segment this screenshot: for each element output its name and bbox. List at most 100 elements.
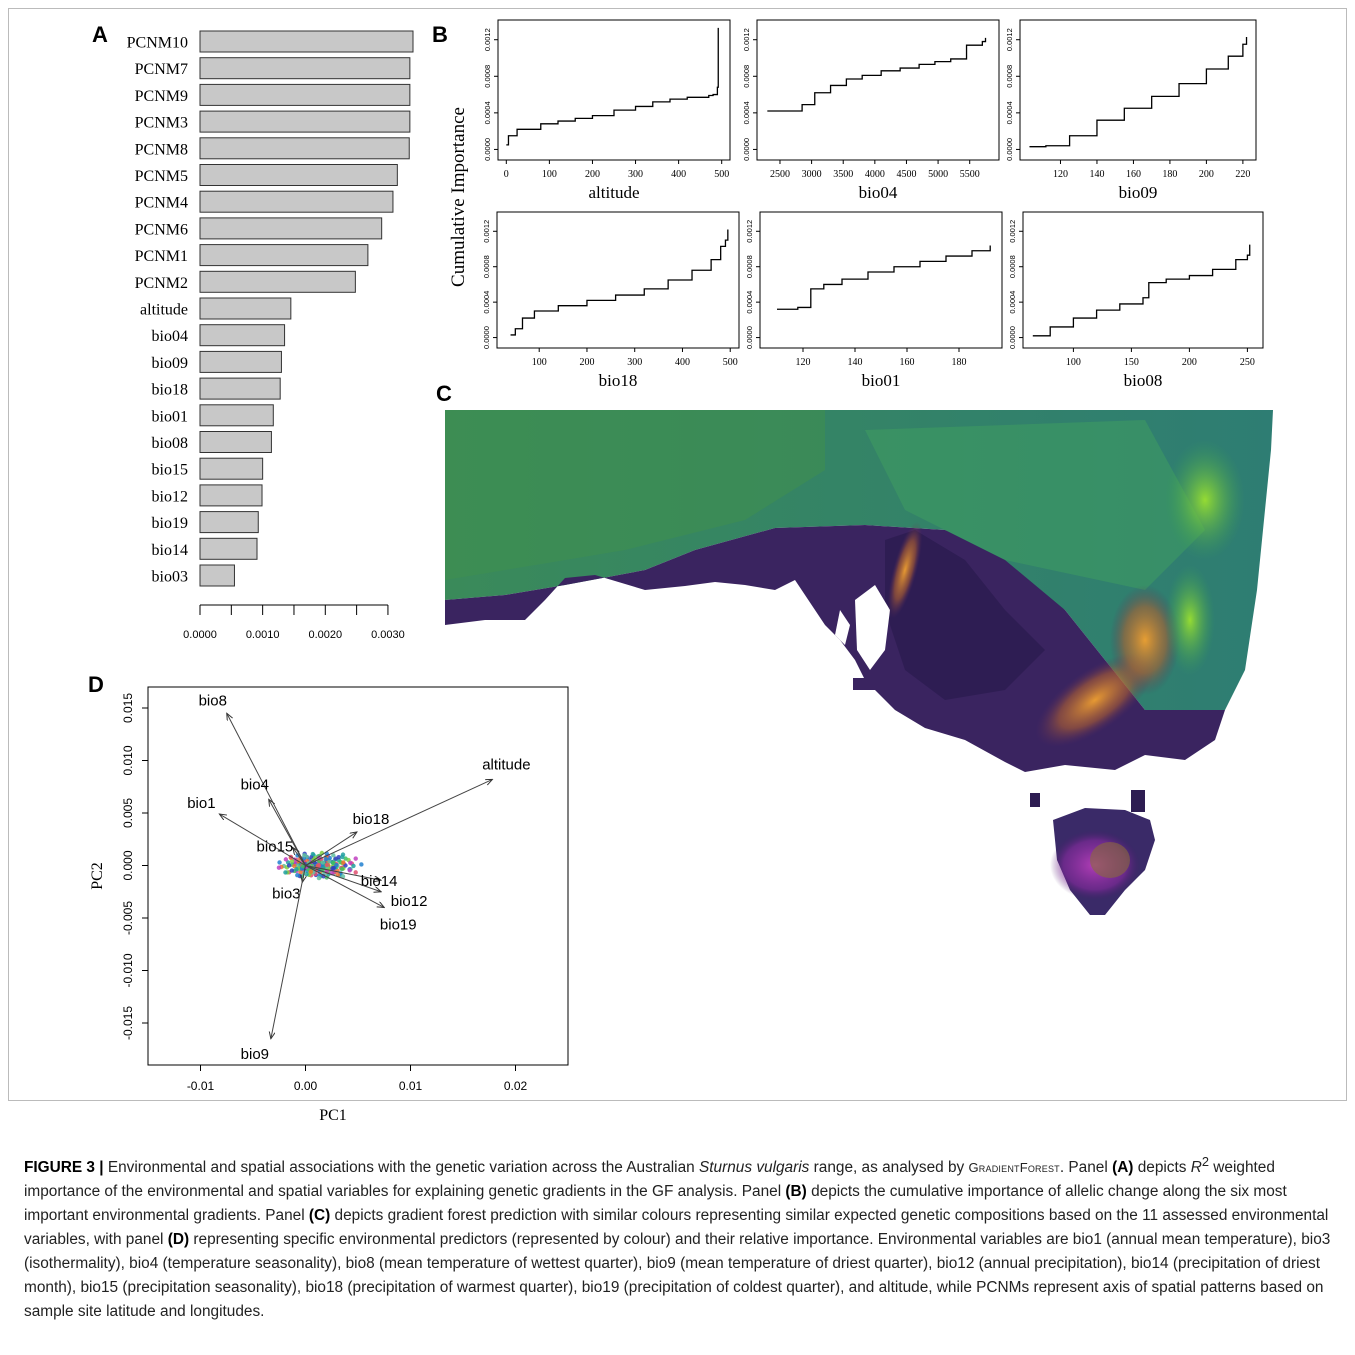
figure-caption: FIGURE 3 | Environmental and spatial ass… (24, 1150, 1334, 1324)
bar-label-bio04: bio04 (152, 328, 188, 345)
y-tick-label: 0.0008 (483, 65, 492, 88)
caption-panel-ref: (D) (167, 1231, 190, 1249)
x-tick-label: 4000 (865, 169, 885, 180)
x-tick-label: 400 (675, 357, 690, 368)
vector-label-bio3: bio3 (272, 885, 300, 902)
caption-text: depicts the cumulative importance of all… (24, 1183, 1287, 1225)
plot-frame-bio18 (496, 211, 740, 349)
caption-text: range, as analysed by (809, 1159, 969, 1177)
sample-point (331, 853, 336, 858)
bar-label-bio03: bio03 (152, 569, 188, 586)
bar-altitude (199, 297, 292, 320)
x-tick-label: 150 (1124, 357, 1139, 368)
sample-point (302, 853, 307, 858)
cumulative-line-bio01 (777, 245, 991, 310)
sample-point (294, 866, 299, 872)
panel-d-biplot: -0.01 0.00 0.01 0.02 -0.015 -0.010 -0.005 0.000… (89, 686, 569, 1124)
y-tick-label: 0.010 (121, 745, 135, 775)
x-axis-title-bio04: bio04 (859, 183, 898, 202)
x-tick-label: 2500 (770, 169, 790, 180)
panel-a-bar-chart: PCNM10 PCNM7 PCNM9 PCNM3 PCNM8 PCNM5 PCNM4 PCNM… (127, 30, 414, 641)
sample-point (310, 851, 316, 857)
sample-point (276, 865, 282, 870)
bar-bio15 (199, 457, 264, 480)
x-tick-label: 400 (671, 169, 686, 180)
bar-label-pcnm3: PCNM3 (135, 115, 188, 132)
vector-bio14 (305, 865, 382, 881)
x-tick-label: 3500 (833, 169, 853, 180)
bar-label-pcnm9: PCNM9 (135, 88, 188, 105)
x-axis-title-altitude: altitude (589, 183, 640, 202)
bar-label-bio18: bio18 (152, 382, 188, 399)
vector-bio18 (305, 832, 357, 866)
caption-text: . Panel (1059, 1159, 1113, 1177)
bar-label-bio15: bio15 (152, 462, 188, 479)
y-tick-label: 0.0012 (1008, 220, 1017, 243)
x-axis-title-bio09: bio09 (1119, 183, 1158, 202)
sample-point (351, 863, 356, 869)
sample-point (343, 856, 348, 861)
x-tick-label: 120 (796, 357, 811, 368)
plot-frame (147, 686, 569, 1066)
bar-label-bio09: bio09 (152, 355, 188, 372)
cumulative-line-bio04 (767, 37, 987, 112)
y-tick-label: 0.0012 (745, 220, 754, 243)
sample-point (327, 855, 332, 861)
y-tick-label: 0.0008 (1005, 65, 1014, 88)
bar-label-pcnm4: PCNM4 (135, 195, 188, 212)
vector-label-bio12: bio12 (391, 893, 428, 910)
caption-text: depicts (1133, 1159, 1191, 1177)
sample-point (277, 860, 282, 865)
sample-point (286, 863, 292, 868)
bar-label-pcnm7: PCNM7 (135, 61, 188, 78)
bar-bio18 (199, 377, 281, 400)
bar-bio09 (199, 350, 282, 373)
caption-method: GradientForest (968, 1160, 1060, 1176)
x-tick-label: 140 (848, 357, 863, 368)
cumulative-line-bio09 (1029, 36, 1248, 148)
bar-label-bio01: bio01 (152, 408, 188, 425)
y-tick-label: 0.0000 (1005, 138, 1014, 161)
panel-d-label: D (88, 672, 104, 697)
x-tick-label: 0.0000 (183, 629, 217, 641)
x-tick-label: 5000 (928, 169, 948, 180)
sample-point (283, 870, 288, 875)
bar-pcnm8 (199, 137, 410, 160)
vector-bio9 (271, 865, 306, 1039)
x-tick-label: 180 (952, 357, 967, 368)
vector-label-bio19: bio19 (380, 917, 417, 934)
map-mainland-south (445, 525, 1225, 772)
vector-label-bio8: bio8 (199, 692, 227, 709)
sample-point (308, 869, 314, 874)
sample-point (353, 856, 358, 861)
y-axis-title: PC2 (89, 862, 106, 890)
y-tick-label: 0.0000 (482, 326, 491, 349)
caption-panel-ref: (B) (785, 1183, 807, 1201)
sample-point (347, 868, 352, 873)
y-tick-label: 0.0004 (482, 291, 491, 314)
sample-point (340, 874, 346, 879)
bar-label-bio12: bio12 (152, 488, 188, 505)
y-tick-label: 0.0004 (745, 291, 754, 314)
y-tick-label: 0.0012 (482, 220, 491, 243)
x-axis-title-bio01: bio01 (862, 371, 901, 390)
sample-point (289, 859, 295, 864)
vector-label-bio15: bio15 (257, 839, 294, 856)
bar-pcnm5 (199, 164, 398, 186)
x-tick-label: 5500 (960, 169, 980, 180)
y-tick-label: 0.0000 (483, 138, 492, 161)
y-tick-label: 0.0000 (1008, 326, 1017, 349)
vector-bio1 (219, 814, 306, 866)
plot-frame-bio01 (759, 211, 1003, 349)
caption-text: representing specific environmental pred… (24, 1231, 1331, 1321)
y-tick-label: 0.0004 (742, 101, 751, 124)
vector-label-altitude: altitude (482, 756, 530, 773)
caption-lead: FIGURE 3 | (24, 1159, 104, 1177)
y-tick-label: -0.005 (121, 901, 135, 935)
plot-frame-bio04 (756, 19, 1000, 161)
x-tick-label: 300 (628, 169, 643, 180)
x-tick-label: 140 (1089, 169, 1104, 180)
x-tick-label: 500 (723, 357, 738, 368)
bar-pcnm3 (199, 110, 411, 133)
cumulative-line-bio08 (1032, 244, 1251, 337)
